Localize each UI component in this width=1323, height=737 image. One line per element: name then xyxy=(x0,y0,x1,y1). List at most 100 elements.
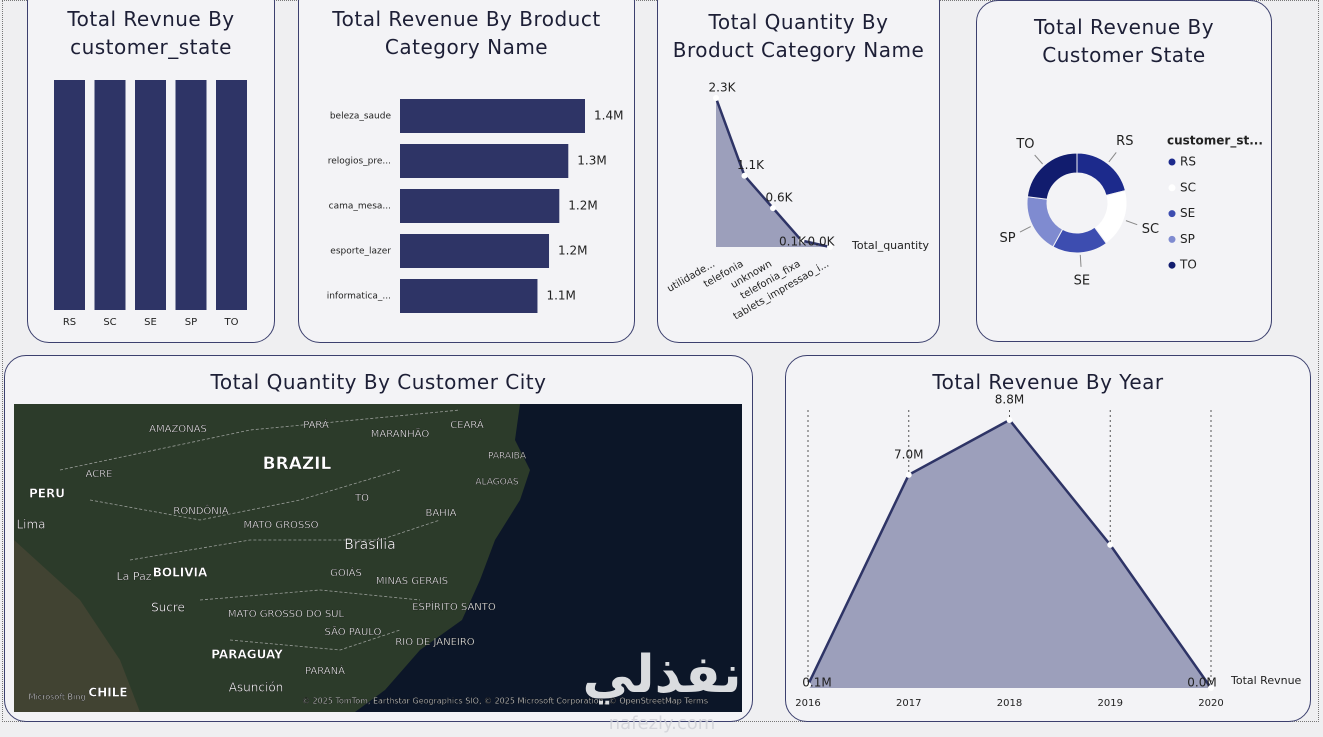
point xyxy=(741,172,748,179)
y-tick-label: cama_mesa... xyxy=(329,202,391,212)
map-label: MARANHÃO xyxy=(371,427,430,440)
map-label: CEARÁ xyxy=(450,418,484,431)
data-label: 1.2M xyxy=(558,244,587,258)
map-label: PARAGUAY xyxy=(211,648,283,662)
map-label: GOIÁS xyxy=(330,566,362,579)
data-label: 1.2M xyxy=(568,199,597,213)
leader-line xyxy=(1079,254,1082,267)
x-tick-label: SP xyxy=(185,317,197,328)
map-label: MATO GROSSO DO SUL xyxy=(228,609,345,620)
card: Total Revenue By Customer State xyxy=(976,0,1272,342)
map-label: Lima xyxy=(16,518,45,532)
legend-label: SE xyxy=(1180,206,1195,220)
segment-label: RS xyxy=(1116,134,1133,149)
segment-label: SE xyxy=(1074,273,1090,288)
map-label: CHILE xyxy=(88,686,127,700)
leader-line xyxy=(1019,226,1031,233)
x-tick-label: TO xyxy=(224,317,239,328)
point xyxy=(827,244,833,250)
map-label: RIO DE JANEIRO xyxy=(395,637,474,648)
x-tick-label: 2017 xyxy=(896,698,921,709)
data-label: 2.3K xyxy=(709,81,737,95)
map-label: © 2025 TomTom, Earthstar Geographics SIO… xyxy=(302,697,708,706)
y-tick-label: informatica_... xyxy=(327,292,391,302)
point xyxy=(713,95,719,101)
point xyxy=(905,471,912,478)
map-label: RONDÔNIA xyxy=(173,504,228,517)
leader-line xyxy=(1034,154,1043,165)
point xyxy=(1006,417,1013,423)
map-label: Microsoft Bing xyxy=(29,693,86,702)
point xyxy=(798,237,805,244)
donut-segment xyxy=(1026,152,1078,200)
leader-line xyxy=(1125,220,1138,226)
bar xyxy=(54,80,85,310)
data-label: 0.6K xyxy=(766,191,794,205)
map-label: ESPÍRITO SANTO xyxy=(412,600,496,613)
bar xyxy=(175,80,207,310)
series-label: Total Revnue xyxy=(1230,674,1302,687)
point xyxy=(1208,685,1214,691)
x-tick-label: SC xyxy=(103,317,116,328)
card: Total Quantity By Broduct Category Name xyxy=(657,0,940,343)
legend-marker xyxy=(1167,157,1177,167)
y-tick-label: beleza_saude xyxy=(330,112,392,122)
data-label: 1.1M xyxy=(546,289,575,303)
chart-title: Total Revenue By Broduct Category Name xyxy=(332,7,601,59)
data-label: 1.4M xyxy=(594,109,623,123)
map-label: BAHIA xyxy=(425,508,456,519)
legend-marker xyxy=(1167,209,1177,219)
donut-segment xyxy=(1026,196,1064,248)
x-tick-label: RS xyxy=(63,317,76,328)
x-tick-label: 2019 xyxy=(1098,698,1123,709)
map-label: ALAGOAS xyxy=(475,478,518,488)
map-label: AMAZONAS xyxy=(149,424,207,435)
donut-segment xyxy=(1076,152,1127,197)
data-label: 0.1M xyxy=(802,676,831,690)
leader-line xyxy=(1108,152,1117,163)
map-label: PARÁ xyxy=(303,418,329,431)
x-tick-label: 2018 xyxy=(997,698,1022,709)
legend-title: customer_st... xyxy=(1167,134,1263,149)
y-tick-label: relogios_pre... xyxy=(328,157,391,167)
map-label: La Paz xyxy=(116,570,151,583)
area xyxy=(808,420,1211,688)
map-label: MATO GROSSO xyxy=(244,520,319,531)
map-label: PERU xyxy=(29,487,65,501)
map-land xyxy=(14,404,530,712)
map-label: PARAIBA xyxy=(488,452,527,462)
chart-title: Total Revenue By Customer State xyxy=(1033,15,1215,67)
data-label: 1.3M xyxy=(577,154,606,168)
x-tick-label: 2020 xyxy=(1198,698,1223,709)
map-label: Brasília xyxy=(344,537,395,553)
legend-label: SC xyxy=(1180,180,1196,194)
x-tick-label: 2016 xyxy=(795,698,820,709)
bar xyxy=(400,99,585,133)
map-land xyxy=(14,540,140,712)
watermark: نفذلي xyxy=(582,645,741,705)
data-label: 0.0K xyxy=(808,235,836,249)
y-tick-label: esporte_lazer xyxy=(330,247,391,257)
chart-title: Total Revnue By customer_state xyxy=(67,7,235,59)
map-label: BRAZIL xyxy=(263,454,332,474)
bar xyxy=(135,80,166,310)
chart-title: Total Quantity By Broduct Category Name xyxy=(672,10,925,62)
legend-label: RS xyxy=(1180,155,1196,169)
bar xyxy=(94,80,126,310)
segment-label: TO xyxy=(1015,137,1034,152)
legend-label: SP xyxy=(1180,232,1195,246)
legend-marker xyxy=(1167,260,1177,270)
data-label: 0.0M xyxy=(1187,676,1216,690)
map-label: BOLIVIA xyxy=(153,566,208,580)
bar xyxy=(400,144,569,178)
x-tick-label: SE xyxy=(144,317,157,328)
bar xyxy=(400,279,538,313)
area xyxy=(716,98,830,247)
watermark: nafezly.com xyxy=(609,713,716,734)
segment-label: SP xyxy=(999,231,1015,246)
legend-marker xyxy=(1167,183,1177,193)
map-borders xyxy=(59,409,461,651)
chart-title: Total Quantity By Customer City xyxy=(210,370,547,394)
